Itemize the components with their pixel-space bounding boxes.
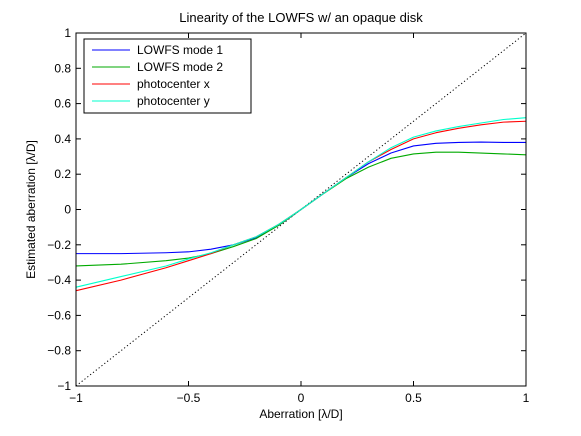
series-line-photocenter-y [75,117,527,288]
y-tick-label: 1 [64,26,71,40]
x-tick-label: −0.5 [177,391,201,405]
x-tick-label: 0.5 [405,391,422,405]
y-tick-label: −1 [57,379,71,393]
y-tick-label: 0 [64,203,71,217]
y-tick-label: 0.6 [54,97,71,111]
chart-title: Linearity of the LOWFS w/ an opaque disk [179,10,423,25]
x-tick-label: 0 [298,391,305,405]
legend: LOWFS mode 1 LOWFS mode 2 photocenter x pho… [83,38,252,114]
y-tick-label: −0.2 [47,238,71,252]
legend-label: LOWFS mode 1 [137,43,223,57]
series-lines [75,32,527,387]
y-tick-label: −0.6 [47,308,71,322]
x-axis-title: Aberration [λ/D] [259,407,342,421]
y-tick-label: −0.4 [47,273,71,287]
legend-label: photocenter y [137,94,210,108]
x-tick-label: 1 [523,391,530,405]
x-tick-label: −1 [69,391,83,405]
y-axis-title: Estimated aberration [λ/D] [24,140,38,279]
legend-label: LOWFS mode 2 [137,60,223,74]
legend-label: photocenter x [137,77,210,91]
axis-ticks: −1 −0.5 0 0.5 1 −1 −0.8 −0.6 −0.4 −0.2 0 0.2 0.4 0.6 0… [47,26,529,405]
y-tick-label: −0.8 [47,344,71,358]
y-tick-label: 0.8 [54,61,71,75]
y-tick-label: 0.2 [54,167,71,181]
y-tick-label: 0.4 [54,132,71,146]
